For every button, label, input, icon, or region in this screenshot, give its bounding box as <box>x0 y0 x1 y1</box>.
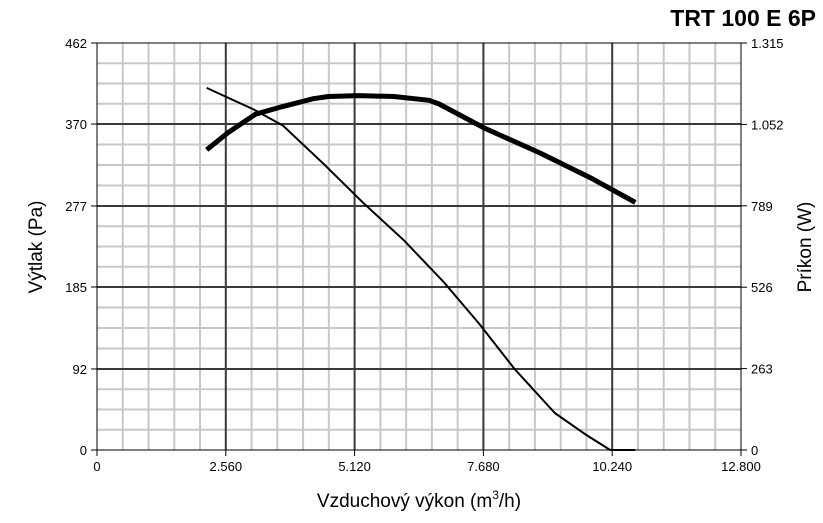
plot-frame <box>96 42 742 451</box>
x-axis-title: Vzduchový výkon (m3/h) <box>317 488 521 512</box>
y-axis-right-title: Príkon (W) <box>795 202 816 293</box>
pressure-curve-line <box>206 86 636 451</box>
series-layer <box>205 86 637 451</box>
x-tick-label: 0 <box>93 459 100 474</box>
y-left-tick-label: 277 <box>65 199 87 214</box>
y-left-tick-label: 185 <box>65 280 87 295</box>
x-axis-title-tail: /h) <box>499 491 521 512</box>
y-right-tick-label: 1.052 <box>751 117 784 132</box>
x-axis-title-sup: 3 <box>492 488 499 502</box>
y-left-tick-label: 462 <box>65 36 87 51</box>
y-right-tick-label: 0 <box>751 443 758 458</box>
y-left-tick-label: 92 <box>73 362 87 377</box>
major-grid <box>97 43 741 450</box>
x-tick-label: 12.800 <box>721 459 761 474</box>
power-curve-line <box>205 93 637 205</box>
x-tick-label: 2.560 <box>210 459 243 474</box>
y-axis-left-title: Výtlak (Pa) <box>26 201 47 294</box>
y-right-tick-label: 1.315 <box>751 36 784 51</box>
y-left-tick-label: 0 <box>80 443 87 458</box>
x-tick-label: 7.680 <box>467 459 500 474</box>
y-right-tick-label: 789 <box>751 199 773 214</box>
chart-title: TRT 100 E 6P <box>670 5 816 31</box>
y-left-tick-label: 370 <box>65 117 87 132</box>
y-right-tick-label: 263 <box>751 362 773 377</box>
x-tick-label: 10.240 <box>592 459 632 474</box>
minor-grid <box>97 43 741 450</box>
tick-labels: 0 2.560 5.120 7.680 10.240 12.800092185277370… <box>65 36 783 474</box>
y-right-tick-label: 526 <box>751 280 773 295</box>
x-tick-label: 5.120 <box>338 459 371 474</box>
x-axis-title-main: Vzduchový výkon (m <box>317 491 492 512</box>
